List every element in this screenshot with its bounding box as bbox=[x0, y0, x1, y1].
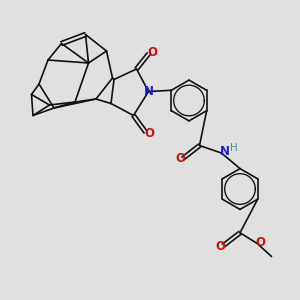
Text: N: N bbox=[219, 145, 230, 158]
Text: O: O bbox=[176, 152, 186, 165]
Text: O: O bbox=[147, 46, 157, 59]
Text: O: O bbox=[215, 239, 226, 253]
Text: O: O bbox=[144, 127, 154, 140]
Text: N: N bbox=[143, 85, 154, 98]
Text: H: H bbox=[230, 142, 238, 153]
Text: O: O bbox=[255, 236, 266, 249]
